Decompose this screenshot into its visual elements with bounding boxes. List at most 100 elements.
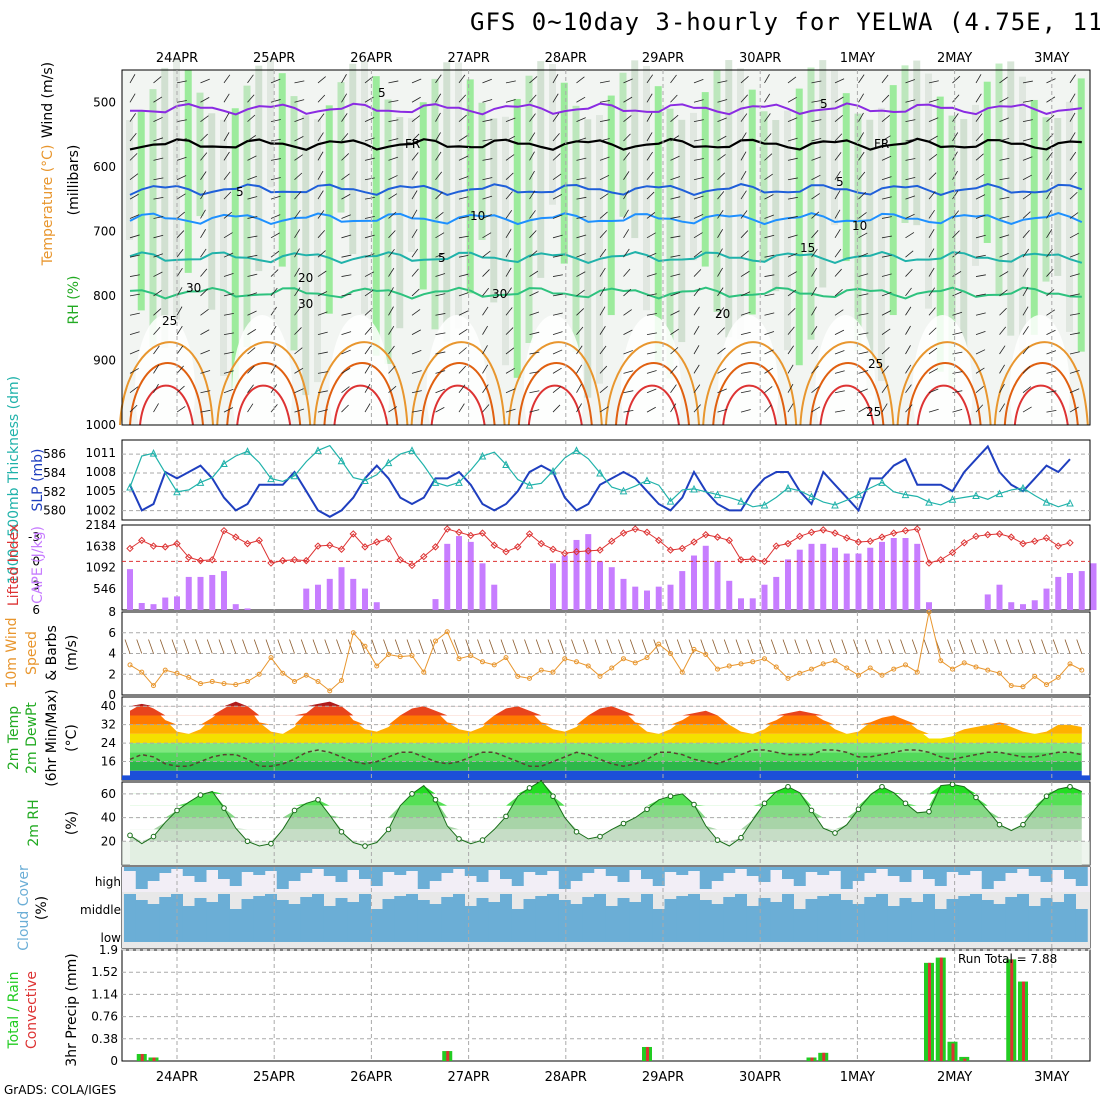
cape-bar	[573, 539, 580, 610]
wind-barb	[811, 386, 820, 394]
wind-barb	[905, 268, 913, 277]
wind-barb	[294, 80, 305, 84]
precip-tick: 1.14	[91, 987, 118, 1001]
wind-barb	[270, 214, 281, 219]
wind-barb	[693, 384, 701, 393]
wind-barb	[153, 345, 160, 355]
wind-barb	[153, 117, 163, 122]
wind-barb	[952, 331, 963, 336]
wind-barb	[952, 409, 963, 413]
thickness-marker	[807, 492, 816, 500]
wind-barb	[294, 367, 304, 374]
wind-barb	[787, 215, 798, 219]
wind-barb	[623, 248, 630, 258]
rh-shading	[596, 115, 603, 384]
warm-column	[621, 315, 681, 465]
rh-shading	[748, 89, 756, 315]
wind-barb	[129, 349, 140, 355]
rh-shading	[831, 70, 838, 226]
wind-barb	[482, 364, 489, 374]
wind-marker	[950, 666, 955, 672]
li-marker	[196, 556, 205, 565]
rh-shading	[889, 85, 897, 316]
precip-convective-bar	[939, 957, 943, 1061]
li-tick: -3	[28, 530, 40, 544]
rh-marker	[197, 792, 204, 798]
li-marker	[737, 556, 745, 564]
wind-barb	[999, 215, 1010, 219]
rh-shading	[525, 75, 533, 344]
wind-barb	[975, 385, 984, 394]
wind-barb	[928, 408, 939, 413]
wind-barb	[270, 325, 277, 335]
cloud-midlow-bar	[1052, 902, 1065, 942]
cloud-midlow-bar	[406, 894, 418, 942]
wind-barb	[552, 254, 563, 258]
cape-bar	[1055, 576, 1062, 610]
wind-barb	[294, 172, 303, 181]
li-marker	[161, 543, 169, 551]
precip-convective-bar	[810, 1057, 814, 1061]
wind-barb	[646, 388, 657, 394]
wind-tick: 6	[108, 626, 116, 640]
wind-barb	[740, 170, 747, 180]
wind-barb	[247, 74, 254, 84]
cloud-high-bar	[429, 867, 442, 881]
cloud-midlow-bar	[1017, 894, 1029, 942]
wind-marker	[456, 656, 462, 662]
wind-barb	[764, 254, 775, 258]
rh-marker	[550, 793, 556, 800]
li-marker	[937, 556, 945, 564]
cloud-high-bar	[218, 867, 230, 879]
10m-wind-barb	[195, 639, 201, 654]
wind-barb	[646, 252, 657, 258]
temp-tick: 24	[101, 736, 116, 750]
wind-barb	[811, 406, 821, 413]
wind-barb	[505, 172, 514, 181]
li-marker	[972, 532, 980, 541]
cloud-high-bar	[840, 867, 853, 889]
rh-marker	[902, 800, 909, 807]
wind-barb	[223, 132, 230, 142]
wind-barb	[670, 310, 680, 316]
wind-marker	[679, 669, 685, 675]
rh-marker	[385, 826, 392, 833]
cloud-midlow-bar	[899, 898, 912, 942]
wind-barb	[905, 384, 912, 393]
wind-barb	[1046, 190, 1052, 200]
wind-barb	[811, 156, 822, 161]
rh-band	[200, 780, 1082, 794]
cloud-midlow-bar	[1028, 906, 1041, 942]
wind-barb	[858, 74, 865, 84]
cape-bar	[996, 584, 1003, 610]
wind-barb	[670, 176, 681, 181]
rh-shading	[1019, 76, 1026, 352]
rh-shading	[455, 62, 462, 329]
wind-barb	[999, 252, 1009, 258]
cloud-high-bar	[417, 867, 430, 889]
temp-tick: 16	[101, 755, 116, 769]
temp-axis-label-4: (°C)	[64, 724, 80, 752]
rh-shading	[372, 76, 380, 356]
wind-barb	[881, 94, 890, 103]
wind-barb	[881, 74, 889, 84]
wind-barb	[740, 390, 751, 394]
precip-convective-bar	[152, 1057, 156, 1061]
wind-marker	[926, 609, 932, 615]
wind-barb	[858, 151, 865, 161]
thickness-marker	[901, 490, 910, 499]
wind-barb	[247, 365, 255, 374]
wind-barb	[176, 175, 187, 181]
wind-barb	[129, 113, 136, 122]
wind-barb	[693, 213, 704, 219]
wind-barb	[223, 370, 234, 374]
wind-barb	[811, 267, 818, 277]
wind-marker	[374, 663, 380, 669]
wind-barb	[975, 214, 986, 219]
temp-axis-label-2: 2m DewPt	[24, 702, 40, 774]
wind-barb	[693, 287, 701, 297]
wind-barb	[717, 248, 723, 258]
thickness-marker	[666, 497, 675, 505]
rh-shading	[983, 81, 991, 243]
cape-bar	[632, 586, 639, 610]
